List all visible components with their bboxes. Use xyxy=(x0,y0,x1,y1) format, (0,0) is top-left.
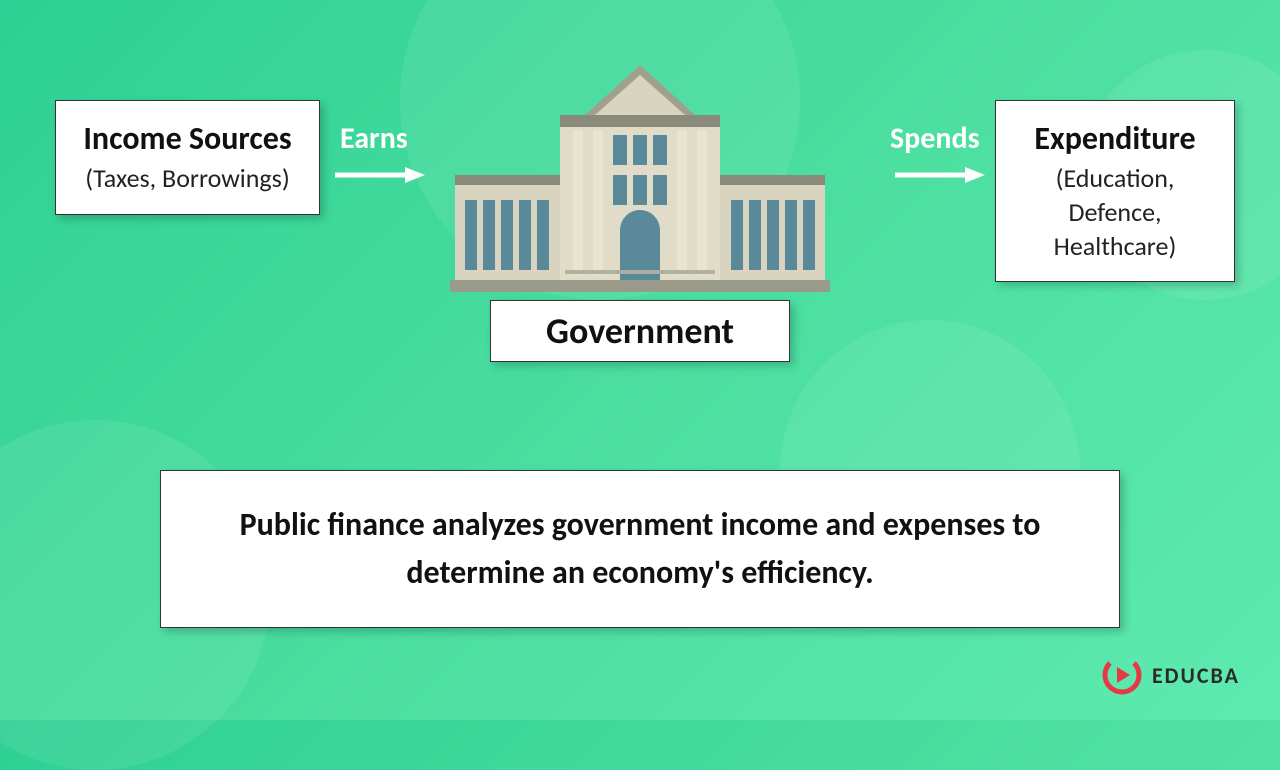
earns-arrow-icon xyxy=(335,165,425,185)
government-label-box: Government xyxy=(490,300,790,362)
expenditure-title: Expenditure xyxy=(1016,119,1214,158)
spends-label: Spends xyxy=(890,120,980,157)
income-subtitle: (Taxes, Borrowings) xyxy=(76,162,299,196)
income-title: Income Sources xyxy=(76,119,299,158)
government-label: Government xyxy=(511,309,769,353)
earns-label: Earns xyxy=(340,120,408,157)
spends-arrow-icon xyxy=(895,165,985,185)
educba-logo-icon xyxy=(1102,655,1142,695)
definition-box: Public finance analyzes government incom… xyxy=(160,470,1120,628)
expenditure-subtitle: (Education, Defence, Healthcare) xyxy=(1016,162,1214,263)
educba-logo: EDUCBA xyxy=(1102,655,1240,695)
government-building-icon xyxy=(445,55,835,295)
income-sources-box: Income Sources (Taxes, Borrowings) xyxy=(55,100,320,215)
expenditure-box: Expenditure (Education, Defence, Healthc… xyxy=(995,100,1235,282)
definition-text: Public finance analyzes government incom… xyxy=(201,501,1079,597)
educba-logo-text: EDUCBA xyxy=(1152,662,1240,689)
